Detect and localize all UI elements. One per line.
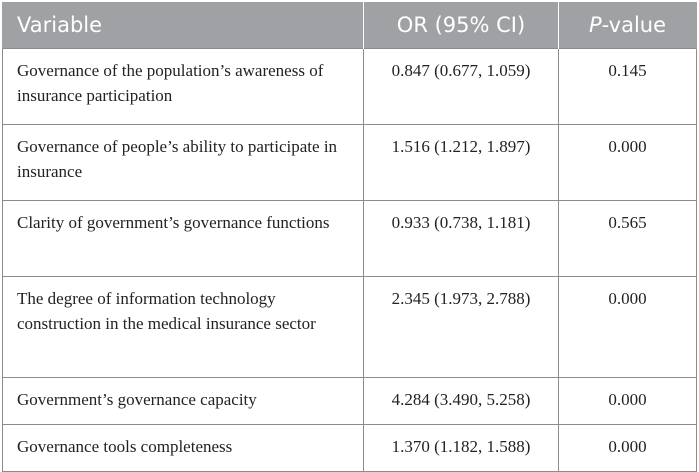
table-row: Government’s governance capacity 4.284 (… <box>2 377 697 425</box>
header-p-suffix: -value <box>601 13 667 37</box>
cell-p-value: 0.145 <box>558 48 697 125</box>
table-row: Governance of people’s ability to partic… <box>2 124 697 201</box>
header-or-ci: OR (95% CI) <box>363 2 559 49</box>
cell-variable: Clarity of government’s governance funct… <box>2 200 364 277</box>
cell-variable: Governance of people’s ability to partic… <box>2 124 364 201</box>
cell-p-value: 0.000 <box>558 276 697 378</box>
cell-p-value: 0.000 <box>558 424 697 472</box>
cell-p-value: 0.565 <box>558 200 697 277</box>
cell-or-ci: 1.516 (1.212, 1.897) <box>363 124 559 201</box>
cell-or-ci: 0.933 (0.738, 1.181) <box>363 200 559 277</box>
table-body: Governance of the population’s awareness… <box>2 48 697 472</box>
cell-variable: Government’s governance capacity <box>2 377 364 425</box>
table-row: Clarity of government’s governance funct… <box>2 200 697 277</box>
header-row: Variable OR (95% CI) P-value <box>2 2 697 49</box>
cell-or-ci: 1.370 (1.182, 1.588) <box>363 424 559 472</box>
table-row: The degree of information technology con… <box>2 276 697 378</box>
header-p-value: P-value <box>558 2 697 49</box>
cell-or-ci: 0.847 (0.677, 1.059) <box>363 48 559 125</box>
cell-variable: The degree of information technology con… <box>2 276 364 378</box>
cell-variable: Governance tools completeness <box>2 424 364 472</box>
table-header: Variable OR (95% CI) P-value <box>2 2 697 49</box>
cell-p-value: 0.000 <box>558 124 697 201</box>
cell-p-value: 0.000 <box>558 377 697 425</box>
table-row: Governance of the population’s awareness… <box>2 48 697 125</box>
table-row: Governance tools completeness 1.370 (1.1… <box>2 424 697 472</box>
header-p-letter: P <box>588 13 602 37</box>
cell-variable: Governance of the population’s awareness… <box>2 48 364 125</box>
cell-or-ci: 4.284 (3.490, 5.258) <box>363 377 559 425</box>
header-variable: Variable <box>2 2 364 49</box>
cell-or-ci: 2.345 (1.973, 2.788) <box>363 276 559 378</box>
